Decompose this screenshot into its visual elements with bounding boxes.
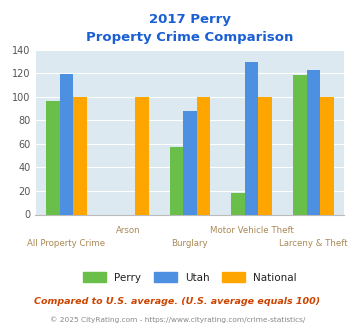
Bar [183, 111, 197, 214]
Text: All Property Crime: All Property Crime [27, 239, 105, 248]
Text: Larceny & Theft: Larceny & Theft [279, 239, 348, 248]
Text: © 2025 CityRating.com - https://www.cityrating.com/crime-statistics/: © 2025 CityRating.com - https://www.city… [50, 317, 305, 323]
Bar [170, 147, 183, 214]
Bar [73, 97, 87, 214]
Legend: Perry, Utah, National: Perry, Utah, National [79, 268, 301, 287]
Bar [46, 101, 60, 214]
Bar [307, 70, 320, 214]
Text: Motor Vehicle Theft: Motor Vehicle Theft [210, 226, 294, 235]
Bar [258, 97, 272, 214]
Bar [197, 97, 210, 214]
Bar [245, 62, 258, 214]
Bar [135, 97, 148, 214]
Text: Compared to U.S. average. (U.S. average equals 100): Compared to U.S. average. (U.S. average … [34, 297, 321, 306]
Bar [231, 193, 245, 214]
Bar [60, 74, 73, 215]
Bar [320, 97, 334, 214]
Text: Burglary: Burglary [171, 239, 208, 248]
Bar [293, 76, 307, 214]
Text: Arson: Arson [116, 226, 141, 235]
Title: 2017 Perry
Property Crime Comparison: 2017 Perry Property Crime Comparison [86, 13, 294, 44]
